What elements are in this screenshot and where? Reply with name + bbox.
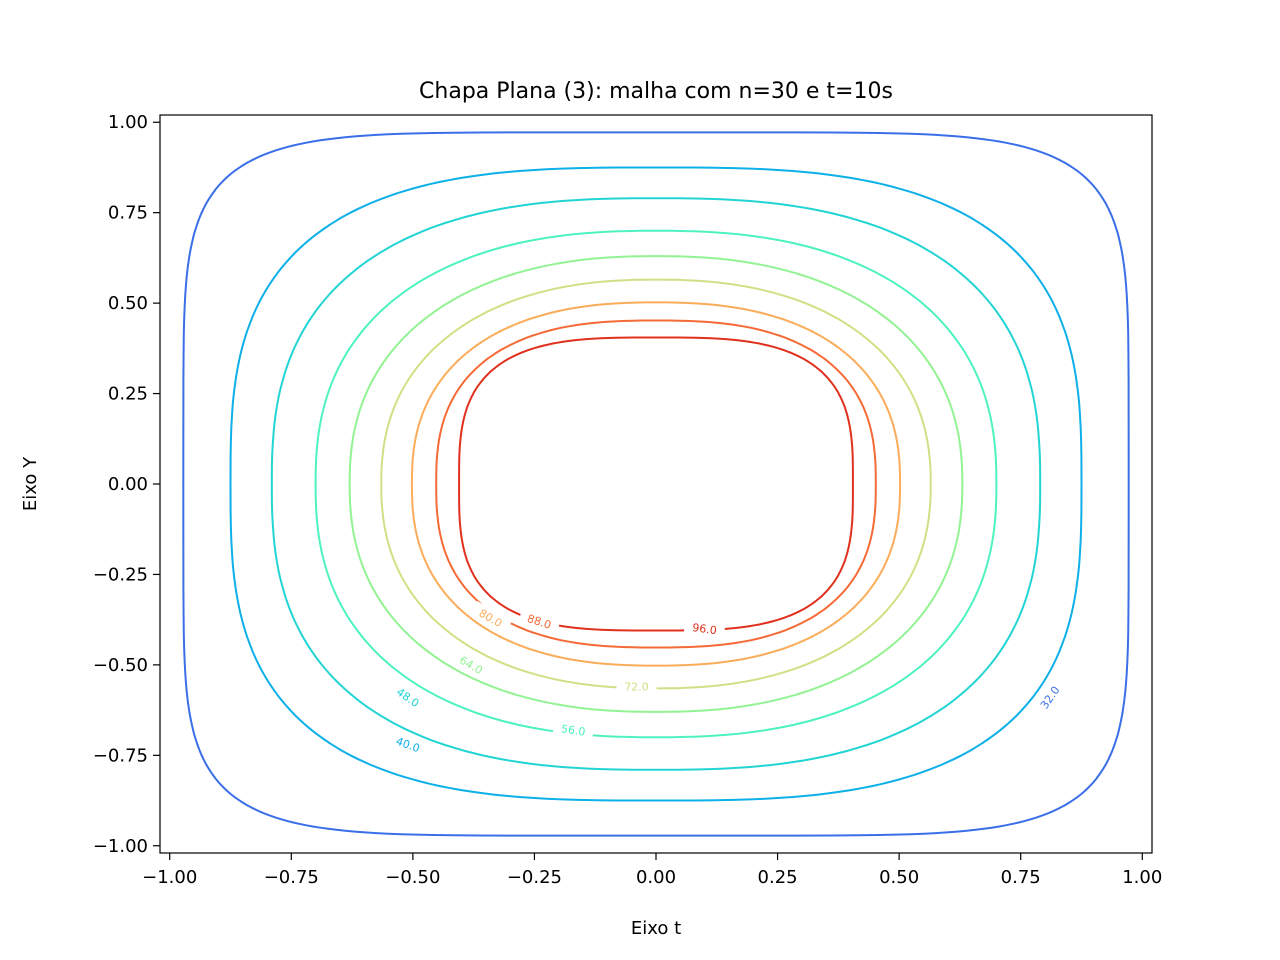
contour-label-background — [449, 647, 493, 682]
contour-label-background — [387, 679, 429, 716]
contour-label-background — [616, 678, 657, 695]
x-tick-label: −1.00 — [142, 867, 197, 888]
y-tick-label: 0.75 — [108, 203, 148, 224]
contour-label-background — [683, 617, 726, 640]
contour-label-background — [1031, 676, 1068, 719]
contour-line-64-0 — [348, 255, 964, 713]
contour-label-background — [469, 600, 513, 635]
contour-line-56-0 — [314, 229, 998, 739]
x-tick-label: 0.75 — [1001, 867, 1041, 888]
contour-label-background — [386, 730, 430, 759]
y-axis: 1.00 0.75 0.50 0.25 0.00 −0.25 −0.50 −0.75 −1.00 — [93, 112, 160, 857]
contour-line-96-0 — [458, 336, 854, 632]
x-tick-label: −0.25 — [507, 867, 562, 888]
contour-label-background — [517, 607, 561, 636]
y-tick-label: 1.00 — [108, 112, 148, 133]
x-axis: −1.00 −0.75 −0.50 −0.25 0.00 0.25 0.50 0.75 1.00 — [142, 853, 1162, 888]
chart-title: Chapa Plana (3): malha com n=30 e t=10s — [419, 79, 893, 104]
contour-line-40-0 — [229, 166, 1083, 802]
x-tick-label: −0.75 — [264, 867, 319, 888]
contour-label: 72.0 — [624, 681, 649, 694]
y-tick-label: −0.50 — [93, 655, 148, 676]
contour-line-32-0 — [182, 131, 1130, 837]
x-axis-label: Eixo t — [631, 918, 681, 939]
x-tick-label: −0.50 — [385, 867, 440, 888]
contour-line-48-0 — [270, 197, 1042, 771]
x-tick-label: 0.50 — [879, 867, 919, 888]
y-tick-label: −0.25 — [93, 564, 148, 585]
y-tick-label: −0.75 — [93, 745, 148, 766]
contour-lines — [182, 131, 1130, 837]
contour-label: 96.0 — [691, 621, 717, 637]
contour-label-group: 56.0 — [552, 719, 595, 741]
contour-label-group: 40.0 — [386, 730, 430, 759]
x-tick-label: 1.00 — [1122, 867, 1162, 888]
contour-label-group: 88.0 — [517, 607, 561, 636]
y-tick-label: 0.25 — [108, 384, 148, 405]
y-tick-label: 0.50 — [108, 293, 148, 314]
y-tick-label: 0.00 — [108, 474, 148, 495]
y-axis-label: Eixo Y — [20, 456, 41, 511]
contour-line-88-0 — [435, 319, 877, 649]
x-tick-label: 0.25 — [758, 867, 798, 888]
y-tick-label: −1.00 — [93, 836, 148, 857]
contour-label-background — [552, 719, 595, 741]
contour-label: 56.0 — [560, 722, 586, 738]
contour-label-group: 72.0 — [616, 678, 657, 695]
contour-label-group: 96.0 — [683, 617, 726, 640]
contour-line-72-0 — [380, 278, 932, 690]
x-tick-label: 0.00 — [636, 867, 676, 888]
contour-line-80-0 — [410, 301, 902, 667]
